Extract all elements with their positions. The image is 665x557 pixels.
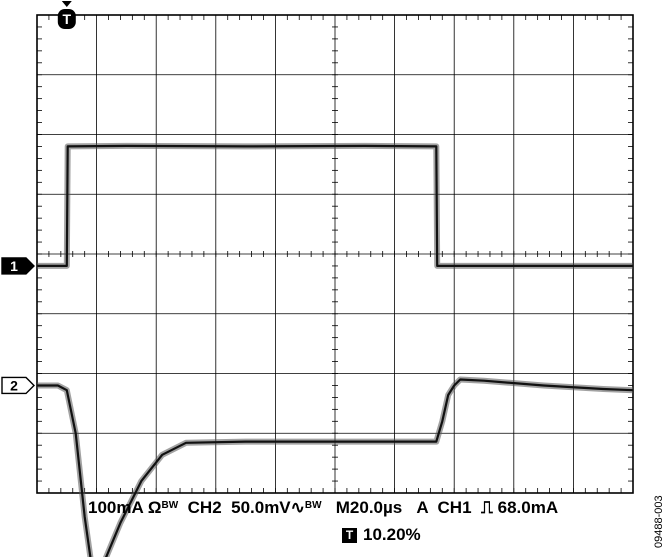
channel-readout: 100mA ΩBW CH2 50.0mV∿BW M20.0µs A CH1 ⎍ …	[88, 498, 558, 518]
ch2-marker-shape	[1, 376, 35, 395]
trace-1	[37, 144, 633, 267]
trigger-source-readout: CH1	[437, 498, 472, 517]
trigger-marker-label: T	[63, 11, 72, 27]
waveform-traces	[37, 142, 634, 557]
trigger-slope-icon: ⎍	[481, 498, 493, 517]
channel-markers: 1 2 T	[1, 1, 76, 395]
trace-2	[37, 378, 634, 557]
trigger-marker: T	[57, 1, 76, 29]
ch2-bw-symbol: ∿	[290, 498, 305, 517]
figure-id: 09488-003	[641, 480, 665, 550]
ch1-bw-readout: BW	[161, 500, 179, 511]
trigger-position-readout: 10.20%	[363, 525, 421, 544]
ch2-marker: 2	[1, 376, 35, 395]
timebase-readout: M20.0µs	[335, 498, 403, 517]
trigger-level-readout: 68.0mA	[497, 498, 559, 517]
ch1-marker-label: 1	[10, 258, 18, 274]
trigger-position-readout-row: T 10.20%	[342, 525, 421, 545]
trigger-badge-icon: T	[342, 528, 357, 543]
trigger-mode-readout: A	[416, 498, 429, 517]
ch2-scale-readout: 50.0mV	[231, 498, 291, 517]
trigger-arrow-icon	[61, 1, 72, 7]
ch1-marker-shape	[1, 257, 35, 275]
figure-id-text: 09488-003	[653, 495, 665, 548]
trigger-marker-shape	[57, 9, 76, 29]
ch1-marker: 1	[1, 257, 35, 275]
graticule	[36, 14, 634, 494]
ch2-bw-readout: BW	[304, 500, 322, 511]
ch1-scale-readout: 100mA	[88, 498, 144, 517]
ch1-coupling-readout: Ω	[147, 498, 162, 517]
ch2-label-readout: CH2	[187, 498, 222, 517]
ch2-marker-label: 2	[10, 377, 18, 393]
